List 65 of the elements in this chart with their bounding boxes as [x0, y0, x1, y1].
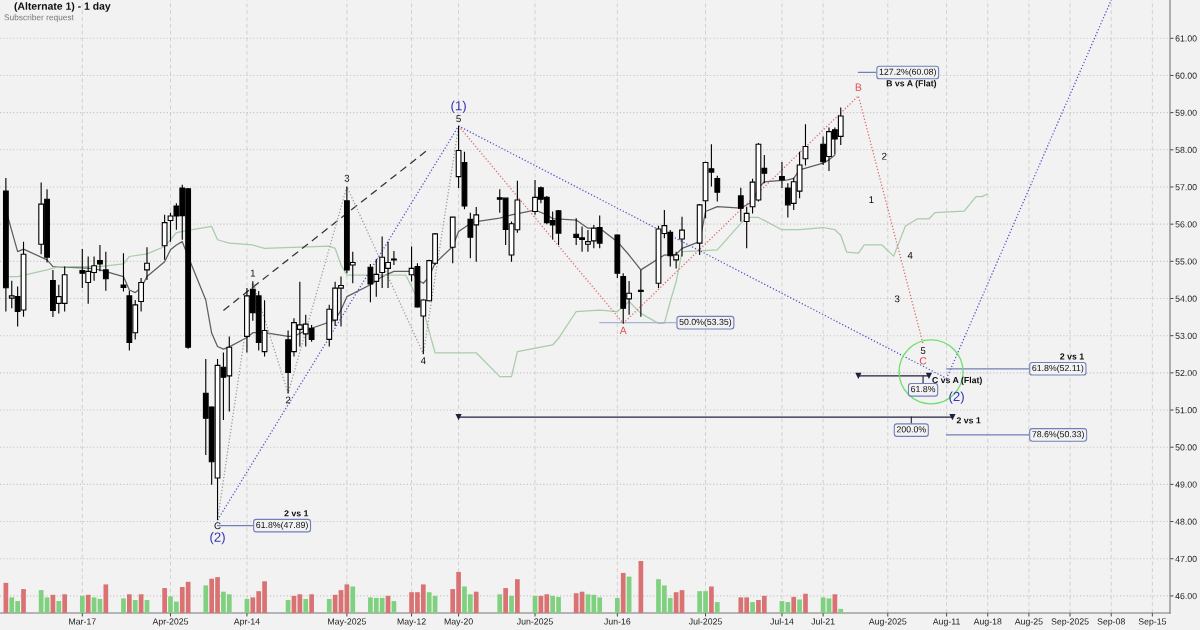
y-tick-label: 51.00 [1175, 407, 1197, 414]
y-tick-label: 59.00 [1175, 109, 1197, 116]
annotation: 127.2%(60.08) [879, 68, 936, 77]
annotation: 78.6%(50.33) [1032, 430, 1084, 440]
chart-title: (Alternate 1) - 1 day [14, 2, 111, 12]
y-tick-label: 58.00 [1175, 146, 1197, 154]
annotation: 4 [420, 357, 426, 364]
annotation: 4 [907, 252, 913, 259]
y-tick-label: 53.00 [1175, 332, 1197, 339]
annotation: 2 vs 1 [284, 510, 309, 517]
text: Subscriber request [4, 14, 74, 22]
annotation: 2 vs 1 [956, 417, 981, 424]
y-tick-label: 52.00 [1175, 369, 1197, 377]
y-tick-label: 49.00 [1175, 481, 1197, 488]
y-tick-label: 50.00 [1175, 444, 1197, 451]
y-tick-label: 56.00 [1175, 221, 1197, 228]
annotation: 1 [250, 269, 256, 277]
x-tick-label: Jun-16 [604, 618, 631, 625]
annotation: B vs A (Flat) [886, 79, 937, 89]
annotation: A [619, 326, 627, 334]
x-tick-label: Aug-25 [1014, 618, 1043, 627]
y-tick-label: 47.00 [1175, 555, 1197, 562]
x-tick-label: May-2025 [328, 618, 366, 627]
x-tick-label: Mar-17 [69, 618, 96, 625]
x-tick-label: May-20 [444, 618, 473, 627]
annotation: C [919, 357, 927, 365]
x-tick-label: May-12 [397, 618, 426, 627]
y-tick-label: 57.00 [1175, 184, 1197, 191]
annotation: 61.8% [911, 385, 936, 393]
annotation: (2) [210, 532, 225, 545]
annotation: 2 [882, 152, 887, 160]
x-tick-label: Sep-15 [1138, 618, 1167, 627]
annotation: (1) [451, 100, 466, 114]
x-tick-label: Apr-2025 [152, 618, 189, 627]
y-tick-label: 48.00 [1175, 518, 1197, 525]
annotation: 50.0%(53.35) [679, 318, 732, 327]
annotation: 5 [456, 115, 461, 123]
annotation: C vs A (Flat) [932, 376, 982, 385]
x-tick-label: Aug-18 [973, 618, 1002, 627]
annotation: 61.8%(52.11) [1032, 364, 1084, 373]
y-tick-label: 61.00 [1175, 35, 1197, 42]
annotation: 3 [894, 295, 900, 303]
annotation: B [855, 83, 862, 91]
annotation: 2 vs 1 [1060, 353, 1084, 360]
annotation: 61.8%(47.89) [256, 521, 308, 530]
annotation: 1 [869, 196, 874, 204]
x-tick-label: Sep-2025 [1051, 618, 1089, 627]
y-tick-label: 60.00 [1175, 72, 1197, 79]
y-tick-label: 55.00 [1175, 258, 1197, 265]
annotation: C [214, 522, 221, 530]
annotation: 2 [285, 396, 291, 404]
y-tick-label: 54.00 [1175, 295, 1197, 302]
x-tick-label: Jul-14 [770, 618, 794, 625]
x-tick-label: Jul-21 [811, 618, 835, 625]
x-tick-label: Jul-2025 [688, 618, 722, 625]
x-tick-label: Aug-2025 [868, 618, 907, 627]
annotation: (2) [949, 391, 964, 404]
y-tick-label: 46.00 [1175, 592, 1197, 600]
x-tick-label: Apr-14 [233, 618, 260, 627]
annotation: 5 [920, 347, 926, 354]
x-tick-label: Sep-08 [1097, 618, 1125, 627]
annotation: 3 [344, 174, 350, 182]
x-tick-label: Aug-11 [932, 618, 960, 627]
annotation: 200.0% [896, 426, 926, 433]
x-tick-label: Jun-2025 [516, 618, 553, 625]
